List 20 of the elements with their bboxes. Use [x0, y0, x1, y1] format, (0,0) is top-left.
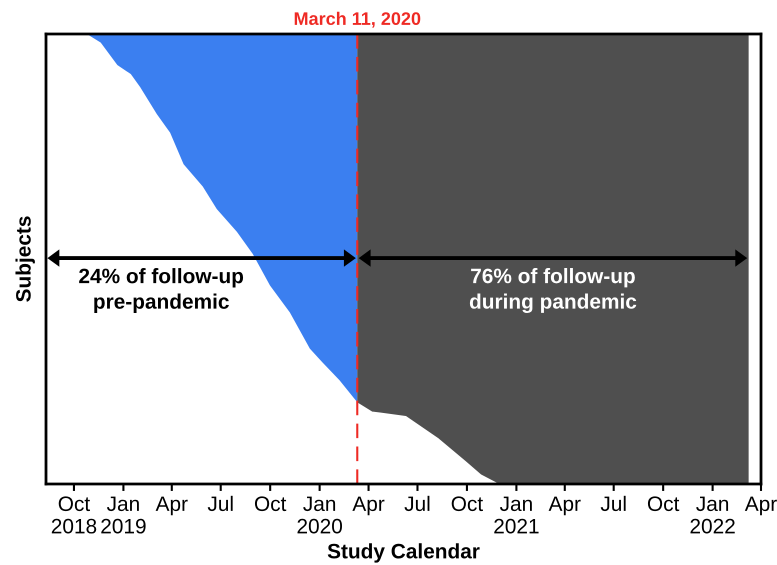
- annotation: 76% of follow-up during pandemic: [470, 268, 636, 313]
- y-axis-title: Subjects: [15, 216, 35, 302]
- x-tick-label: Apr: [744, 496, 777, 516]
- x-tick-label: Apr: [352, 496, 384, 516]
- x-tick-label: Jul: [404, 496, 430, 512]
- x-tick-label: Jan 2020: [298, 496, 342, 534]
- x-tick-label: Apr: [548, 496, 581, 516]
- x-axis-title: Study Calendar: [328, 543, 480, 563]
- x-tick-label: Jan 2019: [101, 496, 146, 534]
- x-tick-label: Oct 2018: [52, 496, 96, 534]
- annotation: 24% of follow-up pre-pandemic: [79, 268, 244, 313]
- x-tick-label: Oct: [648, 496, 680, 512]
- x-tick-label: Apr: [156, 496, 188, 516]
- x-tick-label: Jul: [208, 496, 233, 512]
- x-tick-label: Jul: [600, 496, 626, 512]
- ref-line-label: March 11, 2020: [294, 12, 420, 28]
- x-tick-label: Oct: [452, 496, 483, 512]
- x-tick-label: Jan 2022: [690, 496, 735, 534]
- x-tick-label: Oct: [254, 496, 286, 512]
- x-tick-label: Jan 2021: [494, 496, 539, 534]
